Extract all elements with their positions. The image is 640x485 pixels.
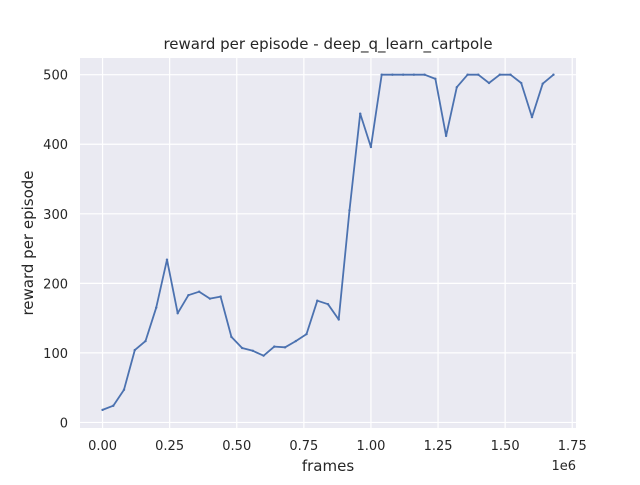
data-point [369,145,373,149]
data-point [262,354,265,357]
data-point [197,290,201,293]
data-point [337,318,340,321]
data-point [251,349,255,353]
data-point [348,209,351,212]
data-point [455,86,459,89]
data-point [520,81,523,85]
x-tick-label: 1.50 [491,439,520,454]
data-point [240,346,244,350]
y-tick-label: 200 [43,277,68,292]
data-point [273,345,276,348]
data-point [176,312,179,315]
data-point [144,339,147,343]
y-axis-title: reward per episode [19,170,37,315]
series-layer [101,73,555,412]
x-tick-label: 0.75 [289,439,318,454]
plot-area [80,58,576,428]
data-point [391,73,394,76]
x-tick-label: 0.50 [222,439,251,454]
data-point [316,299,319,302]
tick-labels: 0.00 0.25 0.50 0.75 1.00 1.25 1.50 1.75 0 100 200 3… [43,69,587,454]
data-point [487,81,491,85]
x-tick-label: 1.00 [356,439,385,454]
y-tick-label: 300 [43,208,68,223]
data-point [219,295,222,298]
x-tick-label: 1.75 [558,439,587,454]
y-tick-label: 500 [43,69,68,84]
data-point [165,258,169,261]
data-point [541,82,544,85]
data-point [326,303,330,306]
data-point [477,73,480,76]
data-point [230,335,233,339]
x-tick-label: 0.00 [88,439,117,454]
data-point [466,73,469,76]
data-point [187,293,190,297]
data-point [380,73,383,76]
data-point [283,346,287,349]
y-tick-label: 400 [43,138,68,153]
data-point [552,73,555,76]
x-axis-offset-label: 1e6 [551,459,576,474]
data-point [208,297,212,300]
data-point [423,73,426,76]
x-tick-label: 0.25 [155,439,184,454]
data-point [401,73,405,76]
data-point [530,115,534,119]
data-point [509,73,512,76]
y-tick-label: 0 [60,416,68,431]
y-tick-label: 100 [43,347,68,362]
data-point [155,306,158,309]
x-tick-label: 1.25 [424,439,453,454]
data-point [359,112,362,115]
chart-title: reward per episode - deep_q_learn_cartpo… [163,35,492,54]
grid [80,58,576,428]
data-point [305,332,308,336]
data-point [444,134,448,138]
data-point [412,73,416,76]
data-point [294,339,297,343]
x-axis-title: frames [302,457,354,475]
data-point [498,73,501,76]
data-point [434,77,437,81]
data-point [133,348,136,352]
data-point [101,408,104,412]
data-point [112,404,115,407]
data-point [122,388,126,391]
